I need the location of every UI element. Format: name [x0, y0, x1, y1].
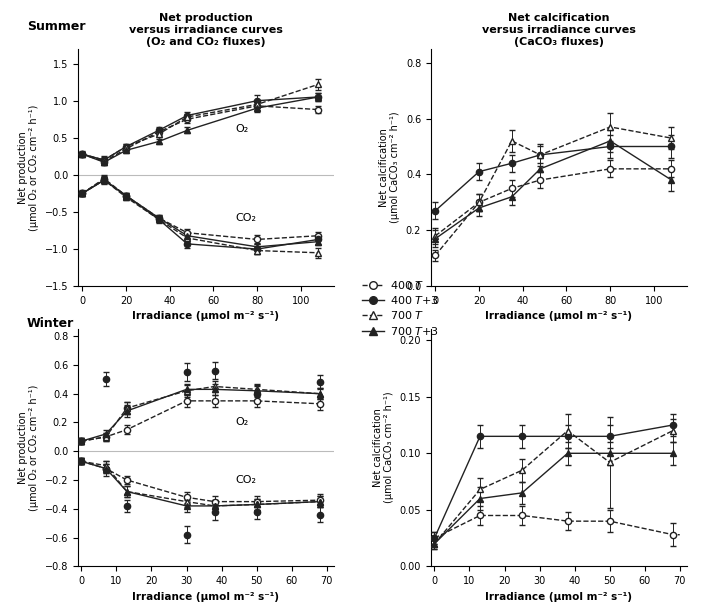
Text: O₂: O₂	[235, 124, 249, 134]
Text: Winter: Winter	[27, 317, 74, 330]
Y-axis label: Net calcification
(μmol CaCO₃ cm⁻² h⁻¹): Net calcification (μmol CaCO₃ cm⁻² h⁻¹)	[379, 111, 400, 224]
Legend: 400 $T$, 400 $T$+3, 700 $T$, 700 $T$+3: 400 $T$, 400 $T$+3, 700 $T$, 700 $T$+3	[358, 274, 443, 341]
Title: Net production
versus irradiance curves
(O₂ and CO₂ fluxes): Net production versus irradiance curves …	[129, 13, 282, 46]
Text: O₂: O₂	[236, 417, 249, 428]
Title: Net calcification
versus irradiance curves
(CaCO₃ fluxes): Net calcification versus irradiance curv…	[482, 13, 636, 46]
Y-axis label: Net production
(μmol O₂ or CO₂ cm⁻² h⁻¹): Net production (μmol O₂ or CO₂ cm⁻² h⁻¹)	[18, 104, 39, 231]
X-axis label: Irradiance (μmol m⁻² s⁻¹): Irradiance (μmol m⁻² s⁻¹)	[132, 592, 279, 602]
Text: CO₂: CO₂	[235, 213, 256, 223]
Y-axis label: Net calcification
(μmol CaCO₃ cm⁻² h⁻¹): Net calcification (μmol CaCO₃ cm⁻² h⁻¹)	[372, 392, 394, 504]
Y-axis label: Net production
(μmol O₂ or CO₂ cm⁻² h⁻¹): Net production (μmol O₂ or CO₂ cm⁻² h⁻¹)	[18, 384, 39, 511]
Text: Summer: Summer	[27, 20, 85, 33]
X-axis label: Irradiance (μmol m⁻² s⁻¹): Irradiance (μmol m⁻² s⁻¹)	[486, 592, 632, 602]
Text: CO₂: CO₂	[236, 475, 256, 485]
X-axis label: Irradiance (μmol m⁻² s⁻¹): Irradiance (μmol m⁻² s⁻¹)	[132, 311, 279, 322]
X-axis label: Irradiance (μmol m⁻² s⁻¹): Irradiance (μmol m⁻² s⁻¹)	[486, 311, 632, 322]
